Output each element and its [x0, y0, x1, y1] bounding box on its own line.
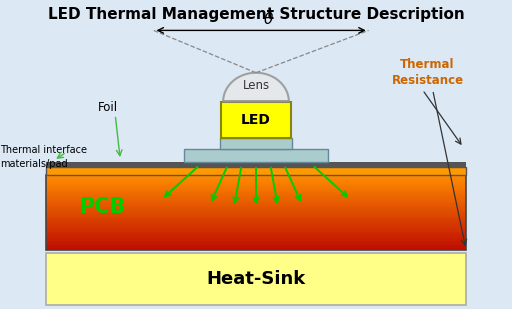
Bar — [46, 163, 466, 167]
Bar — [46, 243, 466, 245]
Bar — [46, 218, 466, 220]
Bar — [46, 176, 466, 250]
Bar — [46, 216, 466, 218]
Text: Thermal interface
materials/pad: Thermal interface materials/pad — [0, 146, 87, 169]
Bar — [46, 235, 466, 237]
Bar — [220, 138, 292, 149]
Text: Foil: Foil — [97, 101, 118, 114]
Bar — [46, 237, 466, 239]
Bar — [46, 224, 466, 226]
Text: Heat-Sink: Heat-Sink — [206, 270, 306, 288]
Bar — [46, 177, 466, 179]
Text: θ: θ — [264, 12, 273, 27]
Bar — [46, 248, 466, 250]
Bar — [46, 167, 466, 176]
Text: Lens: Lens — [243, 79, 269, 92]
Bar — [46, 181, 466, 183]
Text: LED Thermal Management Structure Description: LED Thermal Management Structure Descrip… — [48, 7, 464, 23]
Text: LED: LED — [241, 112, 271, 127]
Text: PCB: PCB — [79, 197, 126, 217]
Bar — [46, 194, 466, 196]
Bar — [46, 246, 466, 248]
Bar — [46, 241, 466, 243]
Bar — [46, 205, 466, 207]
Bar — [46, 200, 466, 201]
Text: Thermal
Resistance: Thermal Resistance — [392, 58, 463, 87]
Bar — [46, 231, 466, 233]
Bar — [46, 244, 466, 247]
Bar — [46, 184, 466, 187]
Bar — [46, 201, 466, 203]
Bar — [46, 207, 466, 209]
Bar — [46, 186, 466, 188]
Bar — [46, 213, 466, 215]
Bar — [46, 211, 466, 213]
Bar — [46, 253, 466, 305]
Bar — [46, 183, 466, 185]
Polygon shape — [223, 73, 289, 102]
Bar — [46, 214, 466, 217]
Bar — [46, 203, 466, 205]
Bar — [46, 175, 466, 177]
Bar — [46, 188, 466, 190]
Bar — [46, 196, 466, 198]
Bar — [46, 239, 466, 241]
Bar — [46, 229, 466, 231]
Bar — [46, 198, 466, 200]
Bar — [222, 102, 291, 138]
Bar — [46, 179, 466, 181]
Bar — [184, 149, 328, 163]
Bar — [46, 190, 466, 192]
Bar — [46, 233, 466, 235]
Bar — [46, 222, 466, 224]
Bar — [46, 227, 466, 230]
Bar — [46, 226, 466, 228]
Bar — [46, 220, 466, 222]
Bar — [46, 192, 466, 194]
Bar — [46, 209, 466, 211]
